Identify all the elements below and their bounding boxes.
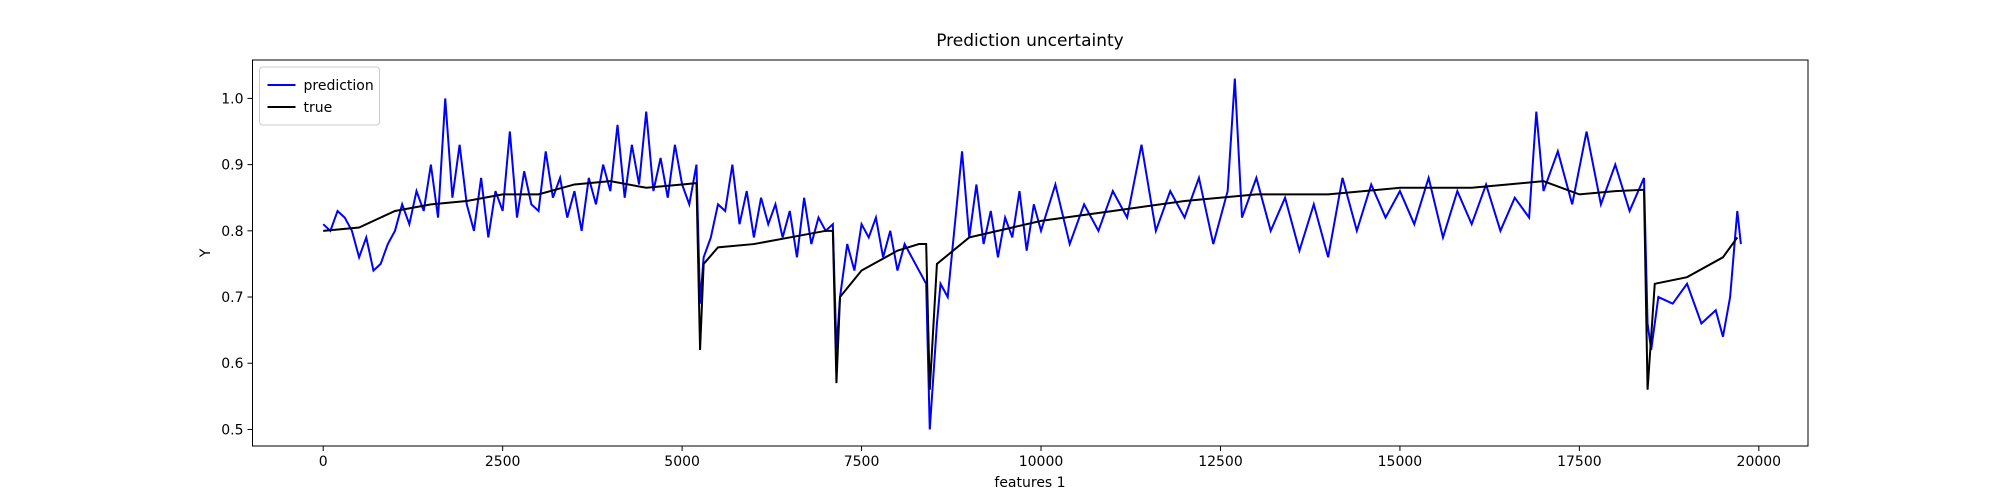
x-tick-label: 20000: [1737, 454, 1782, 470]
x-axis-label: features 1: [994, 475, 1065, 491]
x-tick-label: 17500: [1557, 454, 1602, 470]
x-tick-label: 10000: [1019, 454, 1064, 470]
y-tick-label: 0.5: [221, 422, 243, 438]
chart-title: Prediction uncertainty: [936, 31, 1124, 51]
x-tick-label: 0: [319, 454, 328, 470]
series-line: [322, 78, 1742, 430]
legend: prediction true: [259, 66, 380, 126]
y-tick-label: 0.8: [221, 224, 243, 240]
y-tick-label: 0.6: [221, 356, 243, 372]
y-axis-label: Y: [198, 248, 214, 258]
plot-frame: [252, 59, 1809, 447]
x-tick-label: 7500: [844, 454, 880, 470]
y-tick-label: 1.0: [221, 91, 243, 107]
x-tick-label: 15000: [1378, 454, 1423, 470]
x-tick-label: 2500: [485, 454, 521, 470]
series-line: [323, 180, 1739, 390]
x-tick-label: 12500: [1198, 454, 1243, 470]
y-tick-label: 0.9: [221, 158, 243, 174]
y-tick-label: 0.7: [221, 290, 243, 306]
x-tick-label: 5000: [664, 454, 700, 470]
legend-label: true: [304, 100, 333, 116]
legend-label: prediction: [304, 78, 374, 94]
legend-box: [259, 66, 380, 126]
